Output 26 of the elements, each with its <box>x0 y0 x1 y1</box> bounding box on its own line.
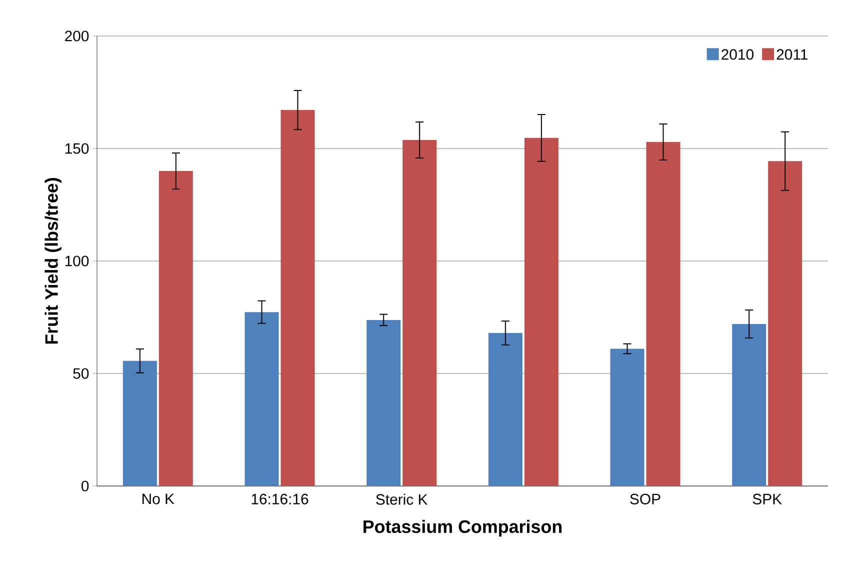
bar <box>610 348 644 486</box>
bar <box>280 110 315 486</box>
x-tick-label: No K <box>142 494 174 504</box>
bar <box>524 138 558 486</box>
bar <box>122 360 157 486</box>
x-axis-title: Potassium Comparison <box>364 520 562 537</box>
legend-label: 2011 <box>776 49 808 60</box>
bar <box>646 142 680 486</box>
y-axis-title: Fruit Yield (lbs/tree) <box>44 178 62 344</box>
x-tick-label: Steric K <box>376 494 428 505</box>
y-tick-label: 200 <box>65 30 89 42</box>
y-tick-label: 0 <box>81 480 89 492</box>
y-tick-label: 150 <box>65 143 89 154</box>
bar <box>244 312 279 486</box>
bar <box>488 333 522 486</box>
bar <box>732 324 766 486</box>
y-tick-label: 100 <box>65 256 89 266</box>
y-tick-label: 50 <box>73 368 89 379</box>
x-tick-label: 16:16:16 <box>252 494 308 504</box>
bar <box>158 171 193 486</box>
bar <box>768 161 802 486</box>
x-tick-label: SPK <box>752 494 782 504</box>
bar <box>366 320 401 486</box>
bar <box>402 140 437 486</box>
legend-label: 2010 <box>722 49 754 60</box>
x-tick-label: SOP <box>630 494 660 504</box>
